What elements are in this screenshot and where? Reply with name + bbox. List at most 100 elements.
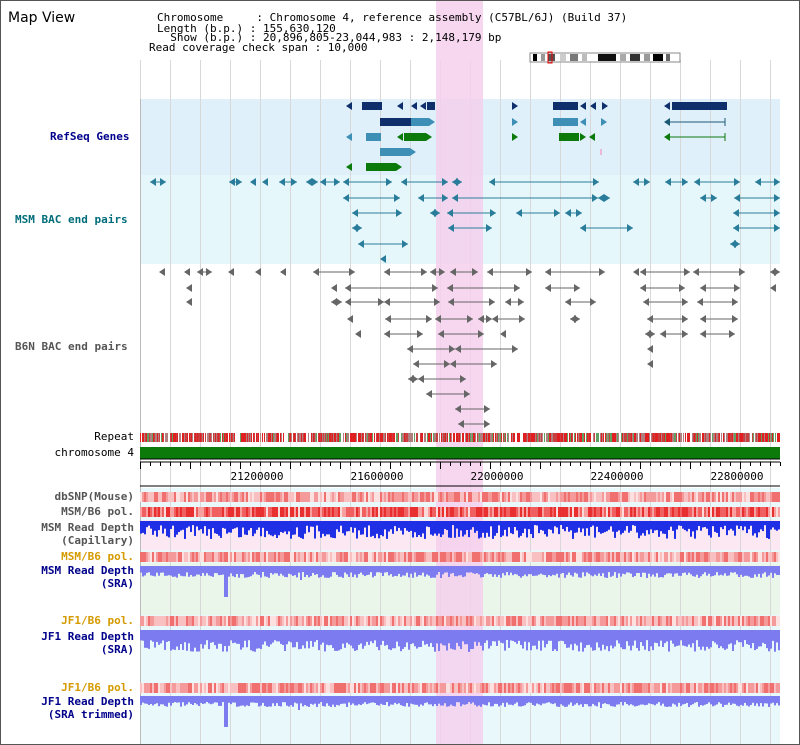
depth-bar bbox=[422, 521, 424, 534]
depth-bar bbox=[778, 630, 780, 651]
depth-bar bbox=[540, 566, 542, 574]
depth-bar bbox=[664, 521, 666, 534]
repeat-block bbox=[158, 433, 159, 442]
depth-bar bbox=[330, 696, 332, 707]
repeat-block bbox=[729, 433, 730, 442]
heat-cell bbox=[652, 552, 654, 562]
heat-cell bbox=[470, 683, 472, 693]
gene-arrow bbox=[356, 224, 362, 232]
heat-cell bbox=[650, 507, 652, 517]
heat-cell bbox=[168, 616, 170, 626]
heat-cell bbox=[424, 552, 426, 562]
heat-cell bbox=[314, 616, 316, 626]
depth-bar bbox=[324, 521, 326, 537]
depth-bar bbox=[688, 630, 690, 645]
heat-cell bbox=[706, 507, 708, 517]
repeat-block bbox=[620, 433, 621, 442]
heat-cell bbox=[354, 507, 356, 517]
depth-bar bbox=[418, 696, 420, 707]
repeat-block bbox=[728, 433, 729, 442]
gene-arrow bbox=[647, 315, 653, 323]
heat-cell bbox=[278, 507, 280, 517]
heat-cell bbox=[518, 552, 520, 562]
depth-bar bbox=[596, 566, 598, 576]
refseq-genes-label[interactable]: RefSeq Genes bbox=[50, 130, 130, 143]
depth-bar bbox=[594, 696, 596, 706]
repeat-block bbox=[476, 433, 477, 442]
depth-bar bbox=[278, 521, 280, 536]
heat-cell bbox=[478, 616, 480, 626]
gene-arrow bbox=[565, 209, 571, 217]
depth-bar bbox=[346, 521, 348, 532]
repeat-block bbox=[368, 433, 369, 442]
heat-cell bbox=[778, 552, 780, 562]
depth-bar bbox=[316, 630, 318, 641]
depth-bar bbox=[582, 521, 584, 529]
repeat-block bbox=[289, 433, 290, 442]
repeat-block bbox=[435, 433, 436, 442]
depth-bar bbox=[768, 696, 770, 707]
heat-cell bbox=[720, 552, 722, 562]
repeat-block bbox=[636, 433, 637, 442]
heat-cell bbox=[700, 492, 702, 502]
b6n-bac-label[interactable]: B6N BAC end pairs bbox=[15, 340, 128, 353]
depth-bar bbox=[558, 566, 560, 578]
heat-cell bbox=[692, 492, 694, 502]
depth-bar bbox=[202, 630, 204, 649]
gene-arrow bbox=[345, 284, 351, 292]
heat-cell bbox=[598, 507, 600, 517]
heat-cell bbox=[594, 507, 596, 517]
depth-bar bbox=[440, 521, 442, 538]
depth-bar bbox=[296, 696, 298, 704]
depth-bar bbox=[160, 696, 162, 705]
heat-cell bbox=[286, 507, 288, 517]
depth-bar bbox=[466, 630, 468, 645]
depth-bar bbox=[774, 521, 776, 530]
depth-bar bbox=[652, 521, 654, 534]
heat-cell bbox=[526, 552, 528, 562]
heat-cell bbox=[506, 492, 508, 502]
repeat-block bbox=[244, 433, 245, 442]
depth-bar bbox=[526, 566, 528, 577]
depth-bar bbox=[150, 630, 152, 641]
heat-cell bbox=[546, 683, 548, 693]
heat-cell bbox=[642, 683, 644, 693]
heat-cell bbox=[606, 683, 608, 693]
heat-cell bbox=[406, 683, 408, 693]
depth-bar bbox=[652, 696, 654, 705]
heat-cell bbox=[668, 616, 670, 626]
depth-bar bbox=[564, 566, 566, 578]
repeat-block bbox=[651, 433, 652, 442]
repeat-block bbox=[751, 433, 752, 442]
heat-cell bbox=[156, 507, 158, 517]
depth-bar bbox=[754, 696, 756, 706]
depth-bar bbox=[492, 521, 494, 539]
heat-cell bbox=[744, 683, 746, 693]
depth-bar bbox=[460, 696, 462, 707]
heat-cell bbox=[222, 683, 224, 693]
heat-cell bbox=[652, 507, 654, 517]
depth-bar bbox=[716, 566, 718, 573]
heat-cell bbox=[762, 552, 764, 562]
depth-bar bbox=[716, 696, 718, 705]
depth-bar bbox=[686, 696, 688, 703]
heat-cell bbox=[590, 683, 592, 693]
heat-cell bbox=[270, 507, 272, 517]
repeat-block bbox=[382, 433, 383, 442]
gene-arrow bbox=[643, 298, 649, 306]
gene-exon bbox=[380, 118, 418, 126]
ideogram-position-marker bbox=[547, 51, 553, 64]
depth-bar bbox=[398, 521, 400, 528]
gene-arrow bbox=[734, 284, 740, 292]
depth-bar bbox=[196, 521, 198, 527]
heat-cell bbox=[396, 507, 398, 517]
heat-cell bbox=[450, 683, 452, 693]
msm-bac-label[interactable]: MSM BAC end pairs bbox=[15, 213, 128, 226]
repeat-block bbox=[399, 433, 400, 442]
heat-cell bbox=[330, 616, 332, 626]
repeat-block bbox=[524, 433, 525, 442]
heat-cell bbox=[384, 616, 386, 626]
depth-bar bbox=[444, 696, 446, 704]
depth-bar bbox=[528, 630, 530, 643]
